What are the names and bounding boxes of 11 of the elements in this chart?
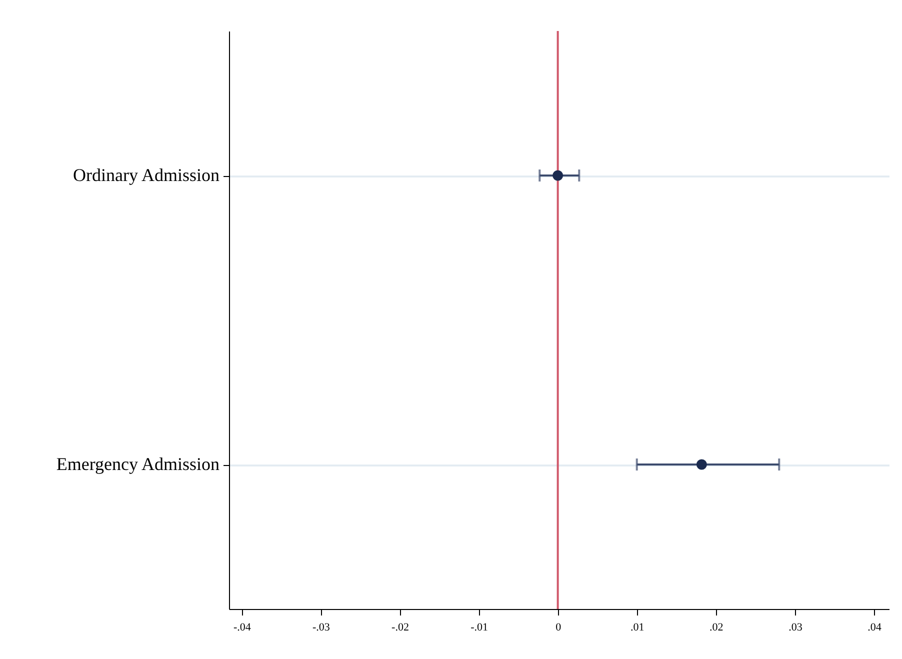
x-tick-label: -.04 — [233, 622, 252, 634]
x-tick-label: -.03 — [312, 622, 330, 634]
y-tick-label: Emergency Admission — [56, 454, 220, 474]
x-tick-label: .02 — [710, 622, 724, 634]
x-tick-label: -.02 — [392, 622, 409, 634]
x-tick-label: .03 — [788, 622, 803, 634]
x-tick-label: -.01 — [470, 622, 488, 634]
x-tick-label: 0 — [556, 622, 562, 634]
x-tick-label: .01 — [630, 622, 644, 634]
y-tick-label: Ordinary Admission — [73, 165, 220, 185]
x-tick-label: .04 — [868, 622, 882, 634]
